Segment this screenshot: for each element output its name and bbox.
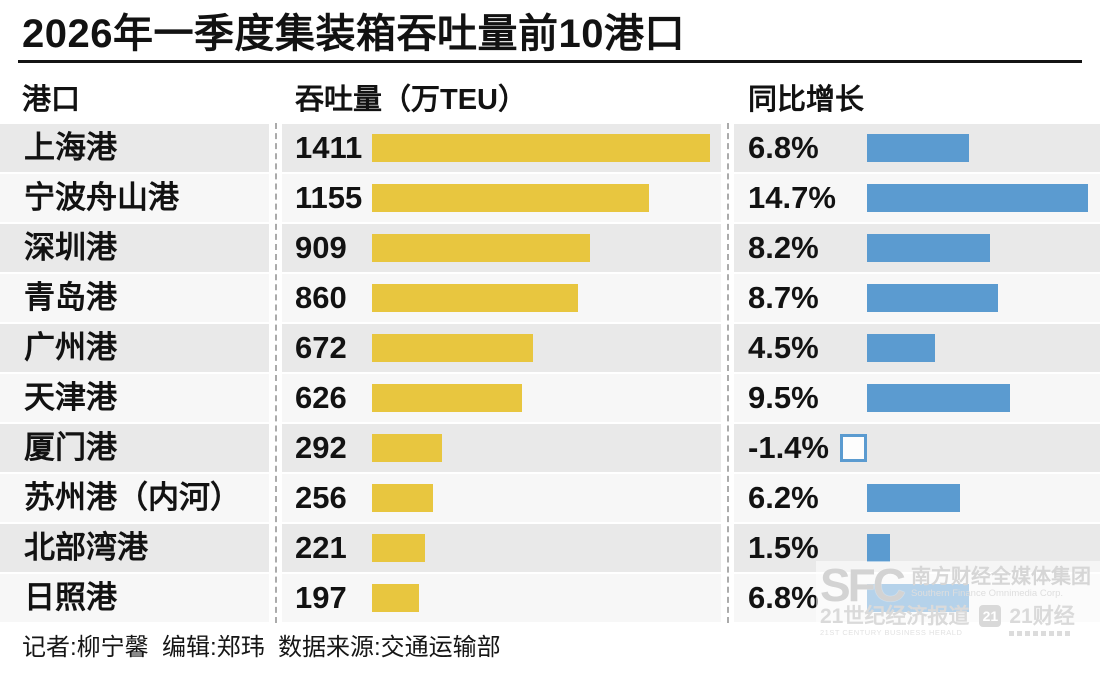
throughput-bar xyxy=(372,484,433,512)
throughput-bar xyxy=(372,284,578,312)
page-title: 2026年一季度集装箱吞吐量前10港口 xyxy=(22,12,685,56)
throughput-value: 197 xyxy=(295,580,347,615)
port-name: 天津港 xyxy=(24,380,117,415)
throughput-bar xyxy=(372,584,419,612)
throughput-value: 256 xyxy=(295,480,347,515)
throughput-value: 860 xyxy=(295,280,347,315)
throughput-value: 909 xyxy=(295,230,347,265)
growth-value: 4.5% xyxy=(748,330,819,365)
row-background-port-cell xyxy=(0,224,269,272)
growth-bar xyxy=(867,334,935,362)
growth-bar xyxy=(867,534,890,562)
table-row: 上海港 1411 6.8% xyxy=(0,123,1100,173)
throughput-value: 1155 xyxy=(295,180,363,215)
growth-value: 6.8% xyxy=(748,580,819,615)
row-background-throughput-cell xyxy=(281,574,721,622)
row-background-growth-cell xyxy=(733,424,1100,472)
growth-bar xyxy=(867,284,998,312)
throughput-value: 1411 xyxy=(295,130,363,165)
throughput-bar xyxy=(372,534,425,562)
growth-value: 8.7% xyxy=(748,280,819,315)
port-name: 厦门港 xyxy=(24,430,117,465)
throughput-bar xyxy=(372,334,533,362)
table-rows: 上海港 1411 6.8% 宁波舟山港 1155 14.7% 深圳港 909 8… xyxy=(0,123,1100,623)
throughput-bar xyxy=(372,434,442,462)
growth-bar xyxy=(867,584,969,612)
throughput-value: 292 xyxy=(295,430,347,465)
row-background-port-cell xyxy=(0,124,269,172)
throughput-value: 221 xyxy=(295,530,347,565)
column-header-throughput: 吞吐量（万TEU） xyxy=(295,84,528,116)
port-name: 广州港 xyxy=(24,330,117,365)
row-background-port-cell xyxy=(0,374,269,422)
throughput-bar xyxy=(372,234,590,262)
table-row: 青岛港 860 8.7% xyxy=(0,273,1100,323)
throughput-bar xyxy=(372,384,522,412)
growth-bar xyxy=(867,134,969,162)
growth-value: 6.8% xyxy=(748,130,819,165)
row-background-throughput-cell xyxy=(281,424,721,472)
column-header-growth: 同比增长 xyxy=(748,84,865,116)
growth-value: 6.2% xyxy=(748,480,819,515)
port-name: 深圳港 xyxy=(24,230,117,265)
table-row: 宁波舟山港 1155 14.7% xyxy=(0,173,1100,223)
growth-value: 14.7% xyxy=(748,180,836,215)
port-name: 上海港 xyxy=(24,130,117,165)
table-row: 苏州港（内河） 256 6.2% xyxy=(0,473,1100,523)
port-name: 青岛港 xyxy=(24,280,117,315)
growth-bar xyxy=(867,484,960,512)
row-background-port-cell xyxy=(0,474,269,522)
table-row: 北部湾港 221 1.5% xyxy=(0,523,1100,573)
column-divider-strip-1 xyxy=(269,123,282,623)
table-row: 天津港 626 9.5% xyxy=(0,373,1100,423)
growth-bar xyxy=(867,234,990,262)
row-background-port-cell xyxy=(0,174,269,222)
title-underline xyxy=(18,60,1082,63)
column-divider-dashed-line-1 xyxy=(275,123,277,623)
port-name: 苏州港（内河） xyxy=(24,480,241,515)
column-divider-strip-2 xyxy=(721,123,734,623)
growth-bar xyxy=(840,434,867,462)
table-row: 厦门港 292 -1.4% xyxy=(0,423,1100,473)
throughput-value: 672 xyxy=(295,330,347,365)
column-divider-dashed-line-2 xyxy=(727,123,729,623)
throughput-value: 626 xyxy=(295,380,347,415)
table-row: 日照港 197 6.8% xyxy=(0,573,1100,623)
row-background-port-cell xyxy=(0,424,269,472)
row-background-port-cell xyxy=(0,524,269,572)
row-background-throughput-cell xyxy=(281,474,721,522)
row-background-port-cell xyxy=(0,574,269,622)
growth-value: -1.4% xyxy=(748,430,829,465)
table-row: 深圳港 909 8.2% xyxy=(0,223,1100,273)
footer-credits: 记者:柳宁馨 编辑:郑玮 数据来源:交通运输部 xyxy=(22,634,501,661)
growth-value: 8.2% xyxy=(748,230,819,265)
port-name: 日照港 xyxy=(24,580,117,615)
port-name: 北部湾港 xyxy=(24,530,148,565)
row-background-port-cell xyxy=(0,274,269,322)
21-finance-dots xyxy=(1009,631,1072,636)
growth-value: 1.5% xyxy=(748,530,819,565)
growth-value: 9.5% xyxy=(748,380,819,415)
column-header-port: 港口 xyxy=(22,84,81,116)
port-name: 宁波舟山港 xyxy=(24,180,179,215)
growth-bar xyxy=(867,184,1088,212)
row-background-throughput-cell xyxy=(281,524,721,572)
throughput-bar xyxy=(372,134,710,162)
herald-name-en: 21ST CENTURY BUSINESS HERALD xyxy=(820,628,963,637)
throughput-bar xyxy=(372,184,649,212)
growth-bar xyxy=(867,384,1010,412)
row-background-port-cell xyxy=(0,324,269,372)
table-row: 广州港 672 4.5% xyxy=(0,323,1100,373)
